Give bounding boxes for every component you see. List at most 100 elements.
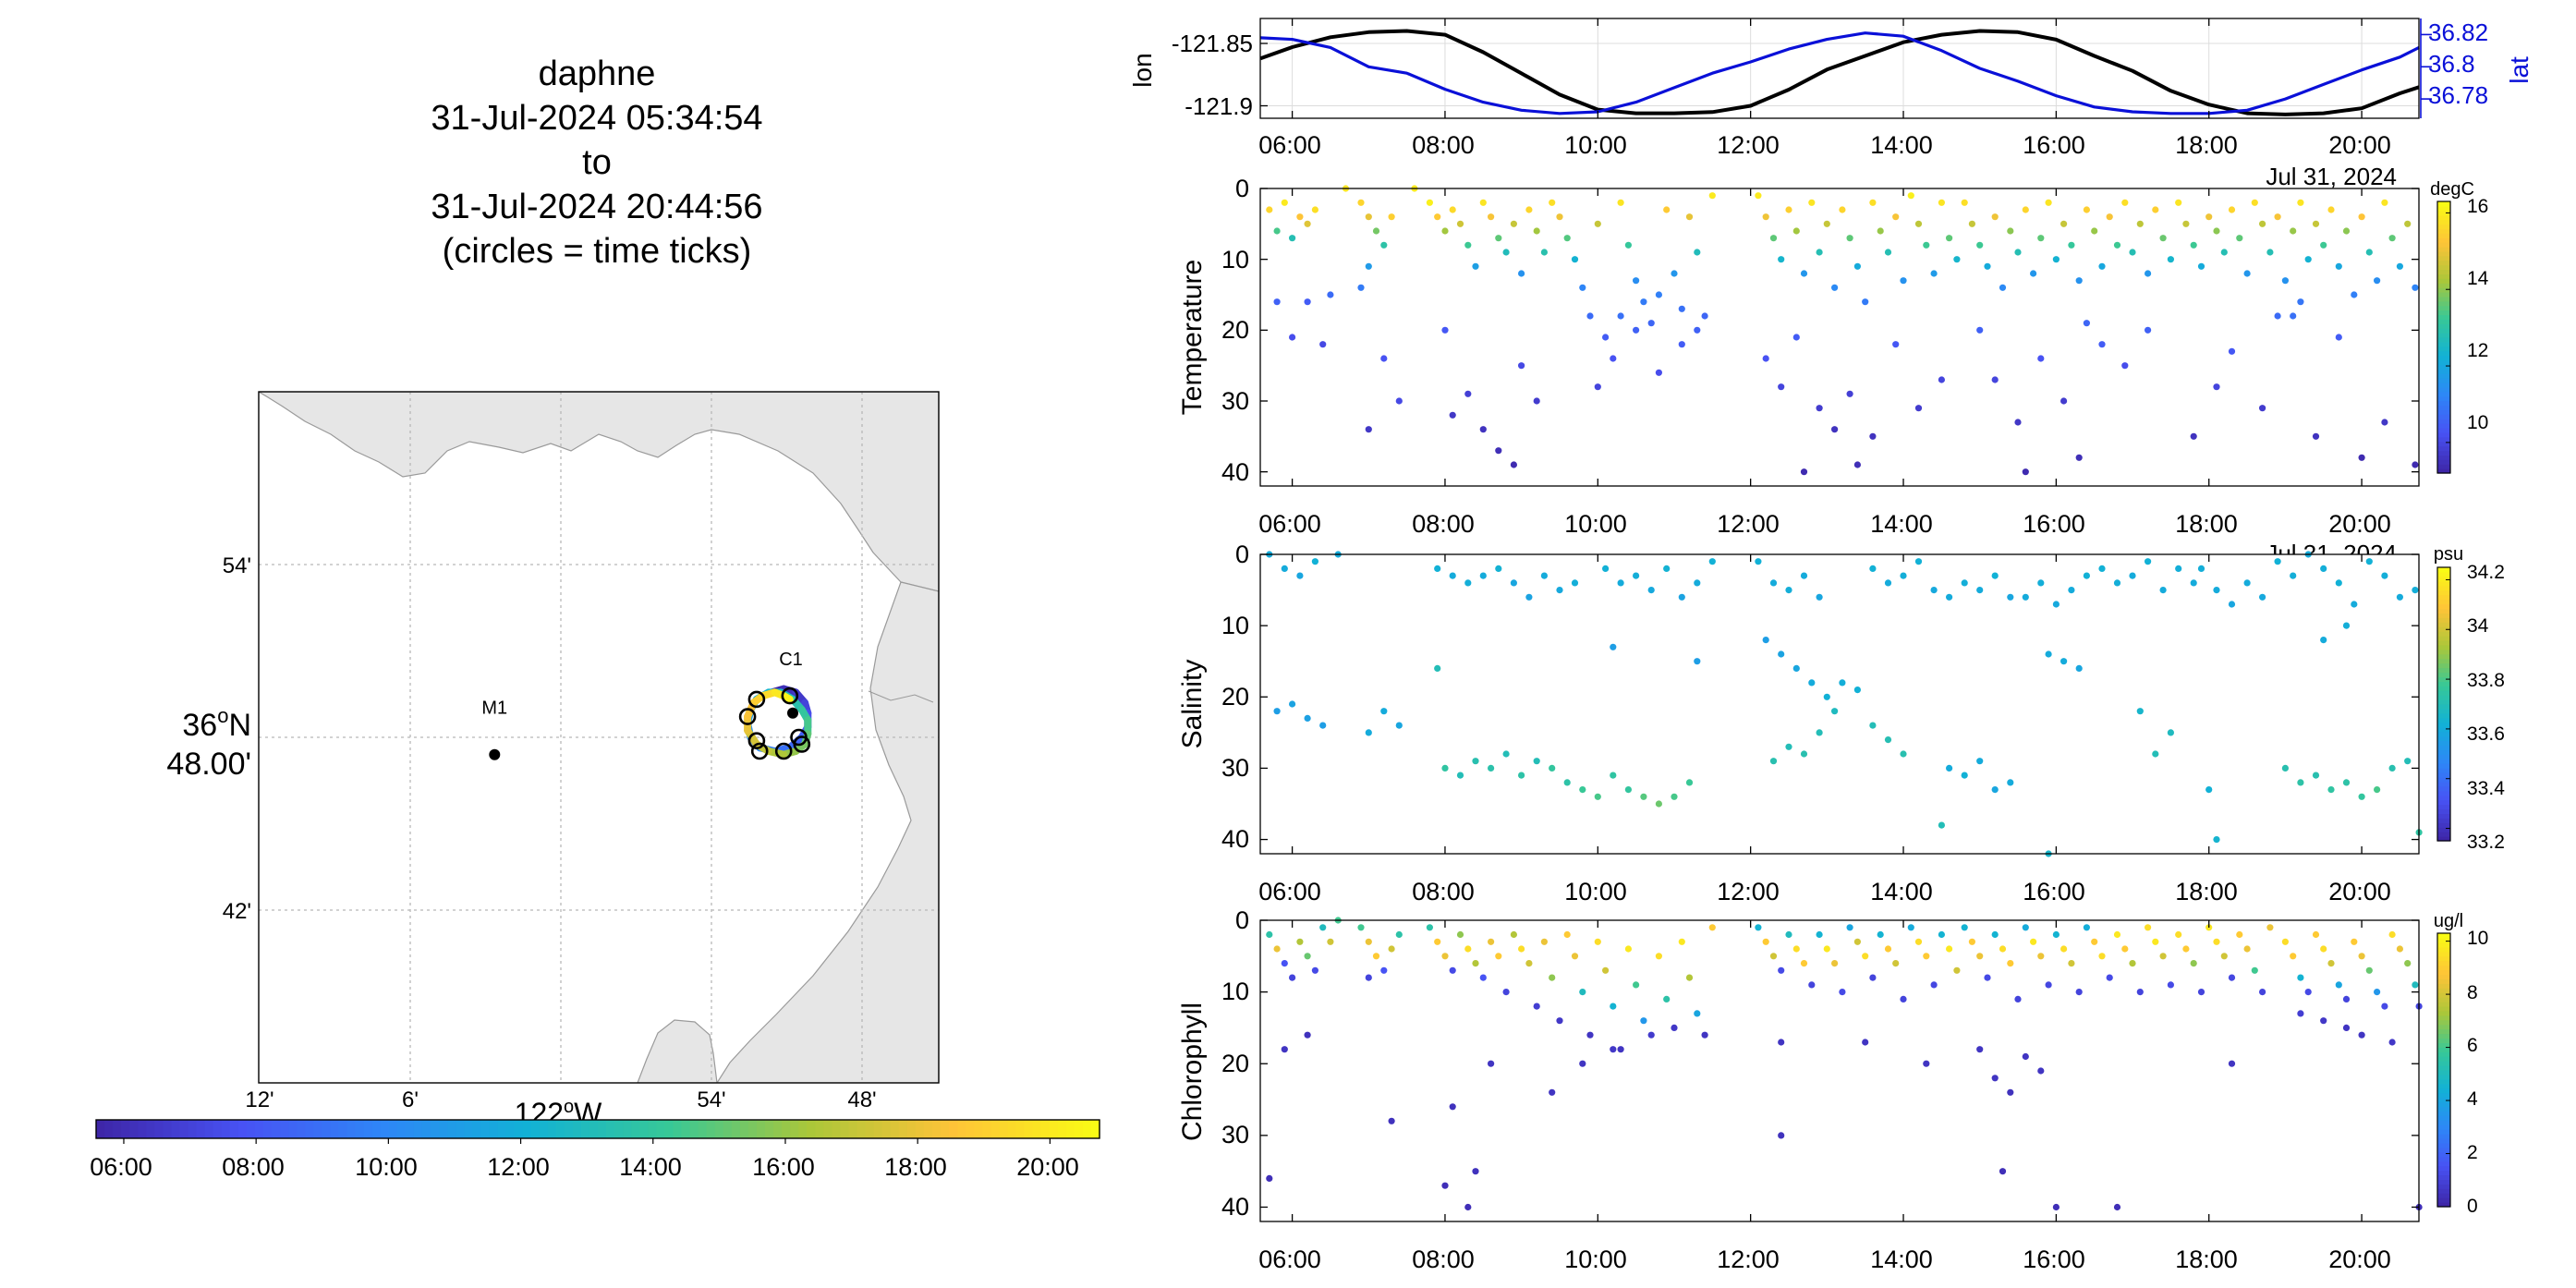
temperature-point-120	[1999, 284, 2007, 291]
temperature-point-43	[1479, 426, 1487, 433]
temperature-point-95	[1900, 277, 1907, 285]
temperature-time-1400: 14:00	[1870, 510, 1933, 538]
temperature-point-45	[1510, 461, 1517, 468]
temperature-point-116	[1968, 220, 1975, 227]
title-line-4: 31-Jul-2024 20:44:56	[431, 188, 762, 226]
map-river	[868, 690, 934, 703]
chlorophyll-point-63	[1488, 1060, 1495, 1067]
salinity-depth-40: 40	[1221, 825, 1249, 853]
time-cbar-segment-1	[104, 1120, 114, 1138]
salinity-point-9	[1365, 729, 1372, 736]
time-cbar-segment-14	[213, 1120, 223, 1138]
chlorophyll-point-89	[1923, 953, 1930, 960]
salinity-cbar-segment-49	[2437, 613, 2450, 618]
temperature-point-69	[1708, 192, 1716, 200]
temperature-point-171	[2304, 256, 2312, 263]
chlorophyll-cbar-segment-7	[2437, 1170, 2450, 1176]
salinity-point-132	[2320, 637, 2327, 644]
time-cbar-segment-10	[179, 1120, 189, 1138]
chlorophyll-point-8	[1327, 938, 1334, 945]
temperature-point-192	[2335, 334, 2342, 341]
temperature-point-160	[2220, 249, 2228, 256]
salinity-point-56	[1778, 650, 1785, 658]
chlorophyll-point-141	[2022, 1052, 2029, 1061]
time-cbar-segment-30	[346, 1120, 357, 1138]
map-lat-center-deg: 36	[182, 708, 217, 743]
temperature-point-58	[1624, 241, 1632, 249]
chlorophyll-point-155	[2335, 981, 2342, 989]
temperature-cbar-segment-25	[2437, 355, 2450, 361]
salinity-cbar-33.2: 33.2	[2467, 832, 2505, 853]
chlorophyll-point-5	[1304, 953, 1311, 960]
temperature-point-70	[1694, 326, 1701, 334]
chlorophyll-point-127	[2182, 945, 2190, 953]
track-right-axis	[2420, 18, 2432, 118]
temperature-point-42	[1464, 390, 1472, 397]
salinity-point-30	[1549, 764, 1556, 772]
chlorophyll-point-27	[1472, 960, 1479, 967]
temperature-point-79	[1778, 256, 1785, 263]
chlorophyll-cbar-4: 4	[2467, 1088, 2478, 1110]
chlorophyll-point-153	[2320, 945, 2327, 953]
chlorophyll-point-61	[1464, 1203, 1472, 1211]
salinity-depth-30: 30	[1221, 754, 1249, 782]
temperature-cbar-segment-6	[2437, 441, 2450, 447]
salinity-point-95	[2098, 565, 2106, 573]
chlorophyll-point-39	[1563, 930, 1571, 939]
chlorophyll-point-59	[1441, 1182, 1449, 1189]
chlorophyll-cbar-segment-36	[2437, 1038, 2450, 1043]
track-right-labels: 36.82 36.8 36.78	[2428, 18, 2488, 109]
chlorophyll-cbar-frame	[2436, 932, 2451, 1208]
chlorophyll-point-41	[1579, 989, 1586, 996]
temperature-point-139	[2145, 270, 2152, 277]
chlorophyll-cbar-segment-53	[2437, 960, 2450, 966]
temperature-point-159	[2213, 227, 2220, 235]
salinity-cbar-segment-2	[2437, 827, 2450, 832]
time-colorbar: 06:00 08:00 10:00 12:00 14:00 16:00 18:0…	[90, 1119, 1100, 1181]
salinity-point-84	[2007, 779, 2014, 786]
chlorophyll-cbar-segment-18	[2437, 1120, 2450, 1125]
chlorophyll-point-3	[1289, 974, 1296, 981]
salinity-point-49	[1694, 658, 1701, 665]
chlorophyll-point-28	[1479, 974, 1487, 981]
time-cbar-segment-76	[731, 1120, 741, 1138]
chlorophyll-cbar-segment-34	[2437, 1047, 2450, 1052]
salinity-point-59	[1823, 693, 1830, 700]
temperature-point-165	[2259, 220, 2266, 227]
temperature-point-106	[1816, 405, 1823, 412]
map-lat-labels: 54' 42' 36oN 48.00'	[166, 553, 251, 924]
temperature-cbar-segment-16	[2437, 395, 2450, 402]
salinity-cbar-segment-50	[2437, 608, 2450, 614]
chlorophyll-axis-label: Chlorophyll	[1177, 1002, 1208, 1141]
time-cbar-segment-112	[1032, 1120, 1042, 1138]
chlorophyll-point-43	[1594, 938, 1601, 945]
salinity-point-100	[2175, 565, 2182, 573]
time-cbar-segment-4	[129, 1120, 139, 1138]
temperature-point-176	[2342, 227, 2351, 235]
map-lon-center-sup: o	[564, 1097, 574, 1117]
chlorophyll-point-1	[1273, 945, 1281, 953]
chlorophyll-point-152	[2312, 930, 2320, 939]
temperature-point-60	[1640, 298, 1647, 306]
salinity-cbar-segment-52	[2437, 599, 2450, 605]
chlorophyll-point-104	[2007, 960, 2014, 967]
temperature-time-1800: 18:00	[2175, 510, 2238, 538]
track-lat-tick-3: 36.78	[2428, 81, 2488, 109]
salinity-point-25	[1472, 758, 1479, 765]
salinity-cbar-segment-21	[2437, 740, 2450, 746]
chlorophyll-cbar-segment-46	[2437, 992, 2450, 998]
chlorophyll-cbar-segment-59	[2437, 933, 2450, 939]
title-line-2: 31-Jul-2024 05:34:54	[431, 99, 762, 138]
chlorophyll-point-30	[1495, 953, 1502, 960]
chlorophyll-point-57	[1701, 1031, 1708, 1039]
time-cbar-segment-45	[472, 1120, 481, 1138]
map-track-segment-30	[780, 692, 794, 703]
temperature-point-83	[1808, 199, 1816, 206]
temperature-point-52	[1579, 284, 1586, 291]
time-cbar-segment-49	[505, 1120, 516, 1138]
chlorophyll-point-133	[2228, 974, 2236, 981]
salinity-time-labels: 06:00 08:00 10:00 12:00 14:00 16:00 18:0…	[1258, 878, 2391, 905]
temperature-point-124	[2030, 270, 2037, 277]
chlorophyll-point-132	[2220, 953, 2228, 960]
